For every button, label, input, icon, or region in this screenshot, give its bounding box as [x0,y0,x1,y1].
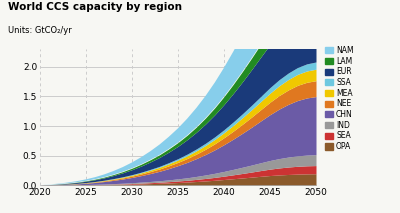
Text: World CCS capacity by region: World CCS capacity by region [8,2,182,12]
Text: Units: GtCO₂/yr: Units: GtCO₂/yr [8,26,72,35]
Legend: NAM, LAM, EUR, SSA, MEA, NEE, CHN, IND, SEA, OPA: NAM, LAM, EUR, SSA, MEA, NEE, CHN, IND, … [325,46,354,151]
